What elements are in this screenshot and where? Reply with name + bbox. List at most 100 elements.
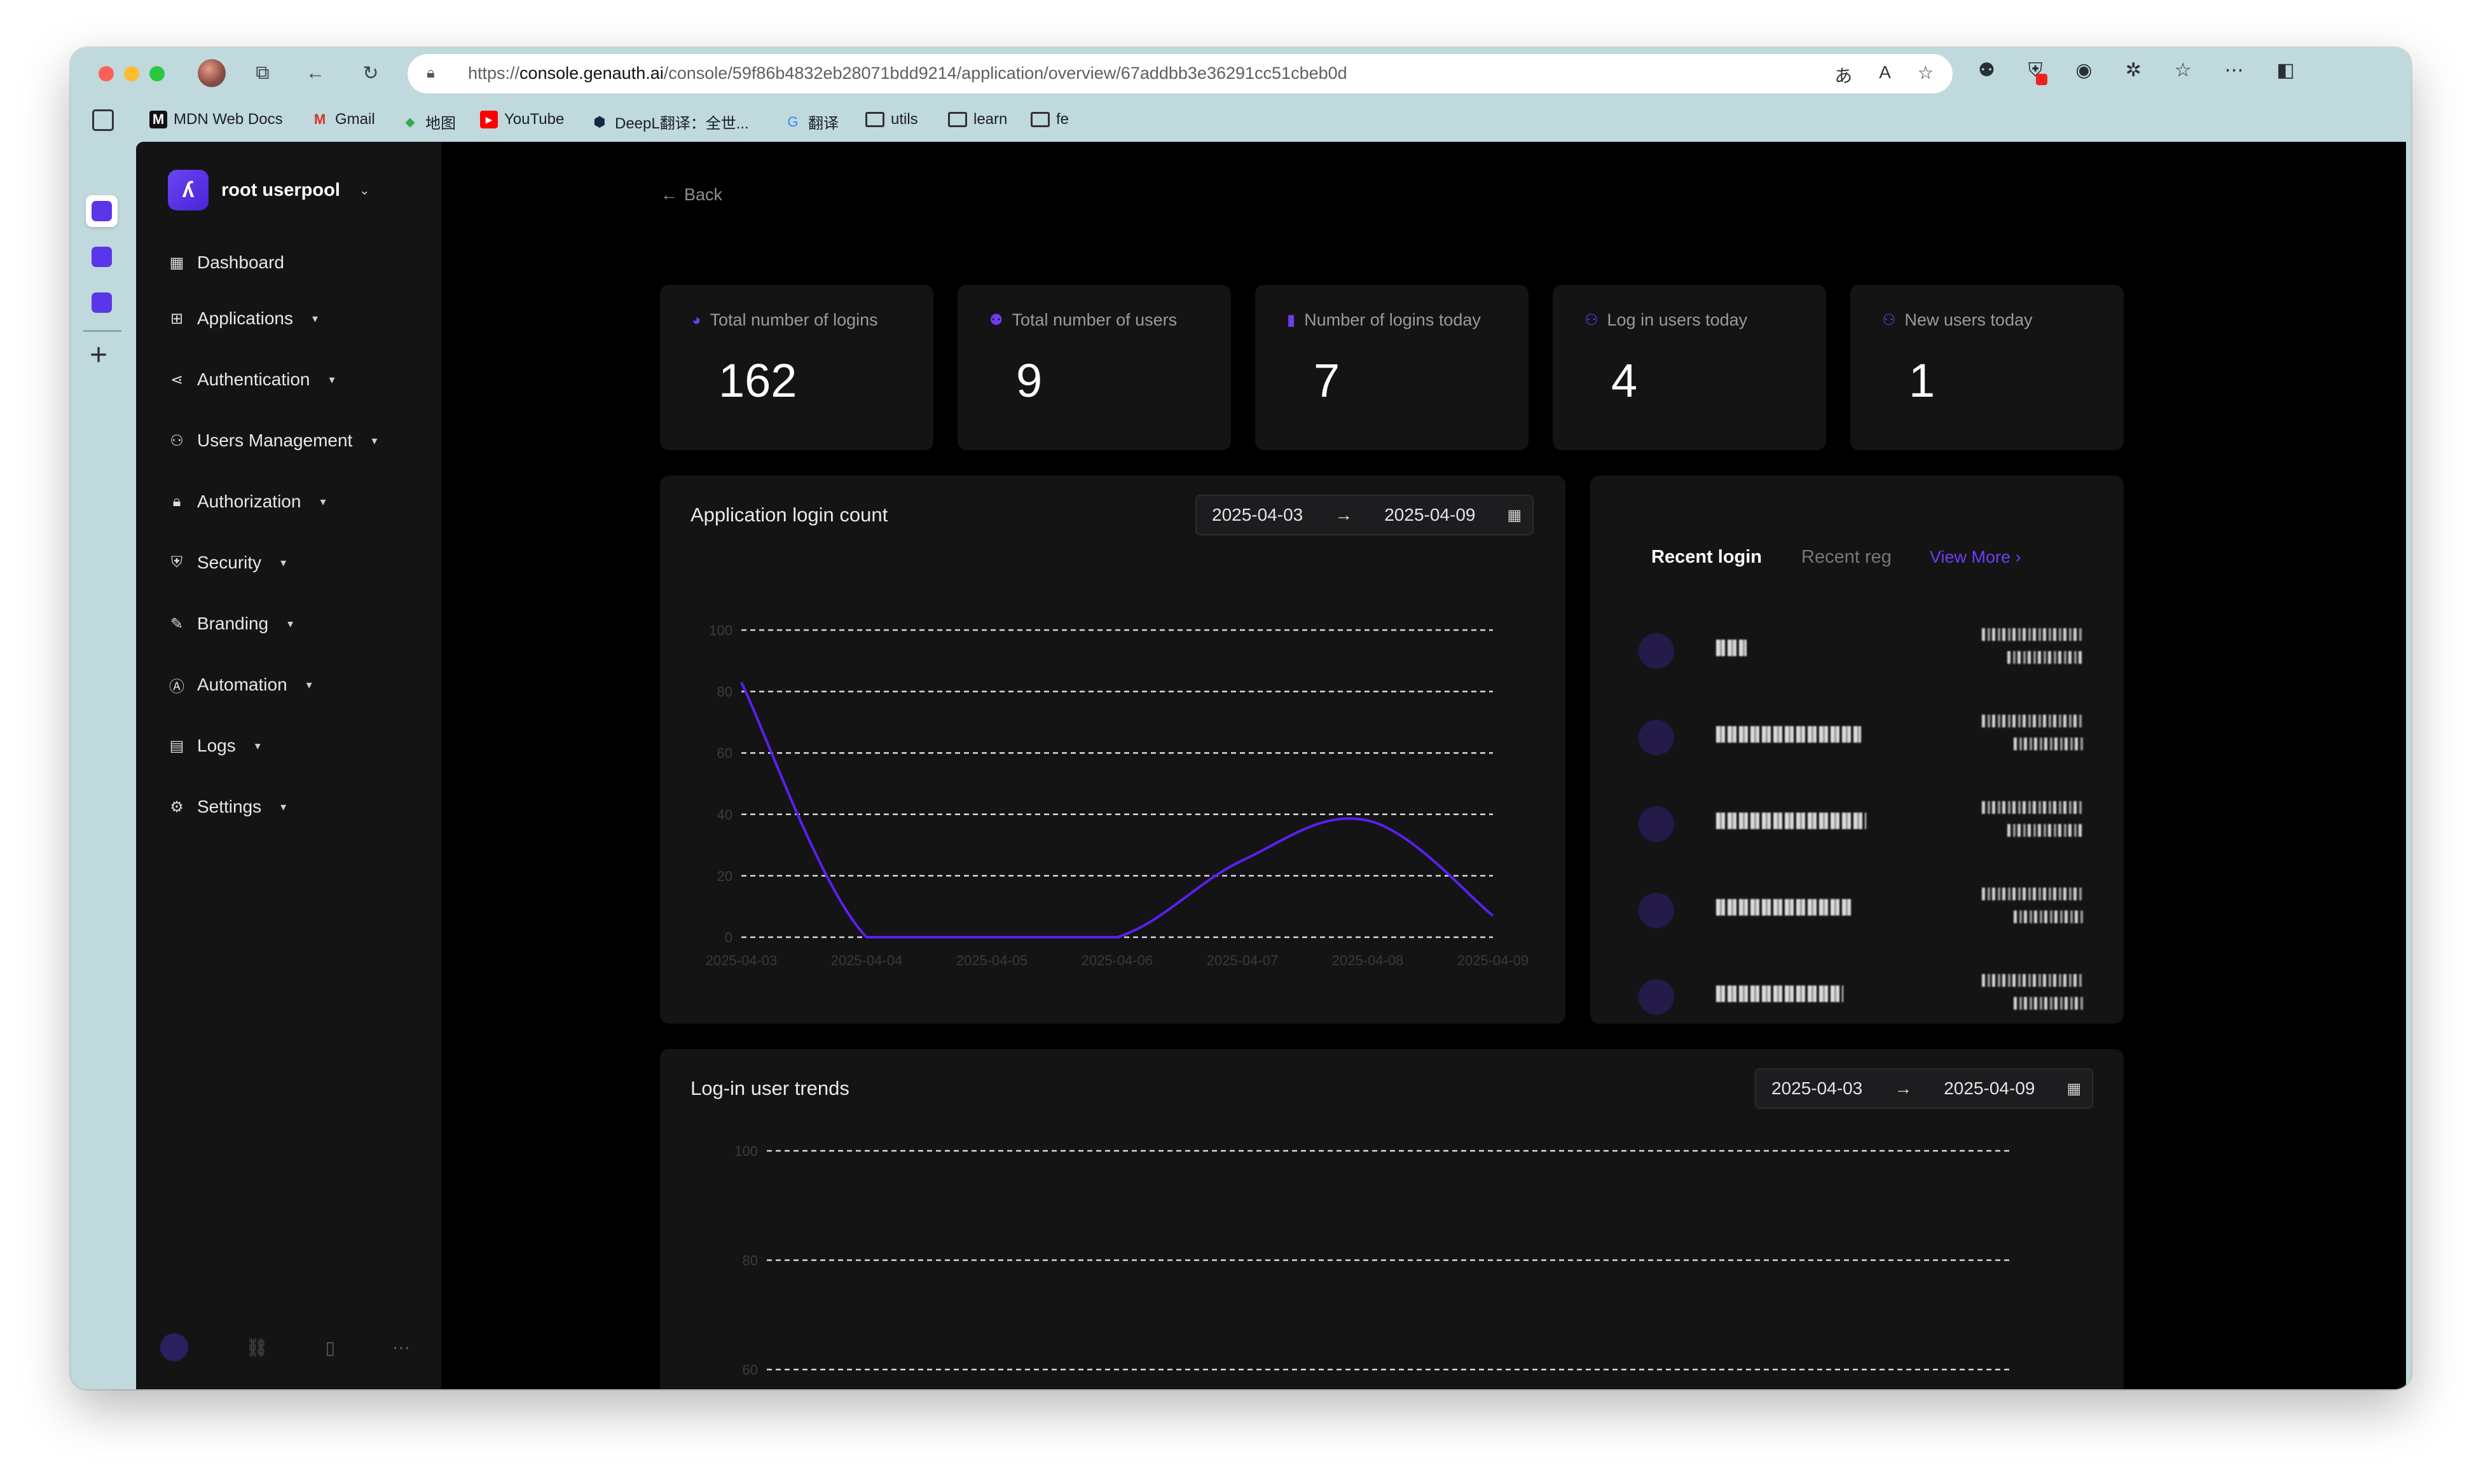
- stat-value: 4: [1611, 354, 1638, 407]
- back-arrow-icon[interactable]: ←: [306, 62, 325, 83]
- grid-icon: ▦: [169, 254, 184, 271]
- x-tick-label: 2025-04-06: [1082, 952, 1153, 968]
- view-more-link[interactable]: View More ›: [1930, 547, 2021, 567]
- favorite-star-icon[interactable]: ☆: [1917, 63, 1934, 83]
- y-tick-label: 0: [725, 930, 732, 945]
- date-range-picker[interactable]: 2025-04-03 → 2025-04-09 ▦: [1755, 1068, 2093, 1109]
- tab-recent-login[interactable]: Recent login: [1651, 547, 1763, 567]
- browser-window: ⧉ ← ↻ 🔒︎ https://console.genauth.ai/cons…: [71, 48, 2411, 1389]
- sidebar-item-branding[interactable]: ✎ Branding ▾: [168, 611, 293, 636]
- bookmark-label: MDN Web Docs: [174, 111, 283, 128]
- x-tick-label: 2025-04-09: [1457, 952, 1529, 968]
- user-check-icon: ⚇: [1584, 312, 1598, 329]
- x-tick-label: 2025-04-03: [706, 952, 778, 968]
- bookmark-folder-utils[interactable]: utils: [865, 111, 918, 128]
- date-to[interactable]: 2025-04-09: [1384, 505, 1476, 525]
- sidebar-item-users-management[interactable]: ⚇ Users Management ▾: [168, 428, 377, 453]
- reload-icon[interactable]: ↻: [362, 62, 379, 84]
- folder-icon: [865, 112, 884, 127]
- y-tick-label: 80: [717, 684, 732, 700]
- bookmark-youtube[interactable]: ▶ YouTube: [480, 111, 564, 128]
- panel-title: Log-in user trends: [691, 1077, 849, 1099]
- sidebar-panel-icon[interactable]: [92, 109, 114, 131]
- tab-genauth-1[interactable]: [86, 195, 118, 227]
- sidebar-item-authentication[interactable]: ⋖ Authentication ▾: [168, 367, 335, 392]
- sidebar-item-applications[interactable]: ⊞ Applications ▾: [168, 306, 318, 331]
- date-from[interactable]: 2025-04-03: [1212, 505, 1303, 525]
- list-item[interactable]: [1639, 619, 2084, 683]
- list-item[interactable]: [1639, 706, 2084, 769]
- tab-recent-registration[interactable]: Recent registration: [1801, 547, 1891, 567]
- address-bar-actions: あ A ☆: [1834, 62, 1934, 88]
- bookmark-folder-fe[interactable]: fe: [1031, 111, 1069, 128]
- y-tick-label: 60: [717, 745, 732, 761]
- bookmark-translate[interactable]: G 翻译: [784, 111, 839, 133]
- close-window-button[interactable]: [99, 66, 114, 81]
- stat-label-text: Total number of users: [1012, 310, 1178, 329]
- link-icon[interactable]: ⛓: [245, 1337, 268, 1357]
- redacted-time: [1982, 974, 2084, 987]
- bookmark-maps[interactable]: ⬥ 地图: [401, 111, 456, 133]
- date-from[interactable]: 2025-04-03: [1771, 1078, 1863, 1098]
- tab-genauth-3[interactable]: [86, 287, 118, 319]
- list-item[interactable]: [1639, 965, 2084, 1024]
- tab-genauth-2[interactable]: [86, 241, 118, 273]
- extensions-puzzle-icon[interactable]: ✲: [2125, 60, 2141, 81]
- book-icon[interactable]: ▯: [325, 1337, 335, 1357]
- bookmark-deepl[interactable]: ⬢ DeepL翻译：全世...: [591, 111, 749, 133]
- date-range-picker[interactable]: 2025-04-03 → 2025-04-09 ▦: [1195, 495, 1534, 535]
- bookmark-folder-learn[interactable]: learn: [948, 111, 1007, 128]
- sidebar-item-label: Applications: [197, 308, 293, 328]
- address-bar[interactable]: 🔒︎ https://console.genauth.ai/console/59…: [408, 54, 1953, 93]
- user-avatar[interactable]: [160, 1333, 188, 1361]
- favorites-icon[interactable]: ☆: [2174, 60, 2192, 81]
- stat-label: ▮ Number of logins today: [1287, 310, 1481, 330]
- stat-value: 1: [1909, 354, 1935, 407]
- url-text[interactable]: https://console.genauth.ai/console/59f86…: [468, 64, 1347, 83]
- sidebar-item-logs[interactable]: ▤ Logs ▾: [168, 733, 261, 759]
- list-item[interactable]: [1639, 879, 2084, 942]
- bookmark-label: YouTube: [504, 111, 565, 128]
- calendar-icon: ▦: [1507, 506, 1522, 524]
- bookmark-label: Gmail: [335, 111, 375, 128]
- login-count-panel: Application login count 2025-04-03 → 202…: [660, 476, 1565, 1024]
- mdn-icon: M: [149, 111, 167, 128]
- lock-icon: 🔒︎: [172, 493, 181, 510]
- sidebar-footer: ⛓ ▯ ⋯: [160, 1333, 410, 1361]
- sidebar-toggle-icon[interactable]: ◧: [2276, 60, 2295, 81]
- sidebar-item-label: Dashboard: [197, 252, 284, 272]
- back-link[interactable]: ← Back: [661, 185, 722, 205]
- maximize-window-button[interactable]: [149, 66, 165, 81]
- sidebar-item-dashboard[interactable]: ▦ Dashboard: [168, 250, 284, 275]
- extension-green-icon[interactable]: ◉: [2075, 60, 2093, 81]
- browser-titlebar: ⧉ ← ↻ 🔒︎ https://console.genauth.ai/cons…: [71, 48, 2411, 99]
- browser-toolbar: ⚉ ⛨ ◉ ✲ ☆ ⋯ ◧: [1978, 59, 2295, 85]
- sidebar-item-security[interactable]: ⛨ Security ▾: [168, 550, 286, 575]
- userpool-switcher[interactable]: ʎ root userpool ⌄: [168, 170, 370, 210]
- read-aloud-icon[interactable]: A: [1879, 62, 1891, 82]
- lock-icon[interactable]: 🔒︎: [427, 64, 435, 81]
- new-tab-plus-icon[interactable]: +: [90, 338, 108, 372]
- list-item[interactable]: [1639, 792, 2084, 856]
- sidebar-item-label: Settings: [197, 797, 262, 816]
- translate-icon[interactable]: あ: [1834, 66, 1853, 86]
- app-viewport: ʎ root userpool ⌄ ▦ Dashboard ⊞ Applicatio…: [136, 142, 2406, 1389]
- x-tick-label: 2025-04-07: [1207, 952, 1279, 968]
- bookmark-mdn[interactable]: M MDN Web Docs: [149, 111, 283, 128]
- sidebar-item-settings[interactable]: ⚙ Settings ▾: [168, 794, 286, 820]
- stat-card-total-logins: ◕ Total number of logins 162: [660, 285, 933, 450]
- more-icon[interactable]: ⋯: [392, 1337, 410, 1357]
- profile-avatar[interactable]: [198, 59, 226, 87]
- sidebar-item-automation[interactable]: Ⓐ Automation ▾: [168, 672, 312, 697]
- shield-extension-icon[interactable]: ⛨: [2028, 59, 2047, 85]
- users-icon: ⚉: [989, 312, 1003, 329]
- bookmark-label: DeepL翻译：全世...: [615, 115, 749, 132]
- bookmark-gmail[interactable]: M Gmail: [311, 111, 375, 128]
- date-to[interactable]: 2025-04-09: [1944, 1078, 2035, 1098]
- tabs-icon[interactable]: ⧉: [256, 62, 270, 83]
- extension-icon[interactable]: ⚉: [1978, 60, 1995, 81]
- sidebar-item-authorization[interactable]: 🔒︎ Authorization ▾: [168, 489, 326, 514]
- more-menu-icon[interactable]: ⋯: [2224, 60, 2244, 81]
- minimize-window-button[interactable]: [124, 66, 139, 81]
